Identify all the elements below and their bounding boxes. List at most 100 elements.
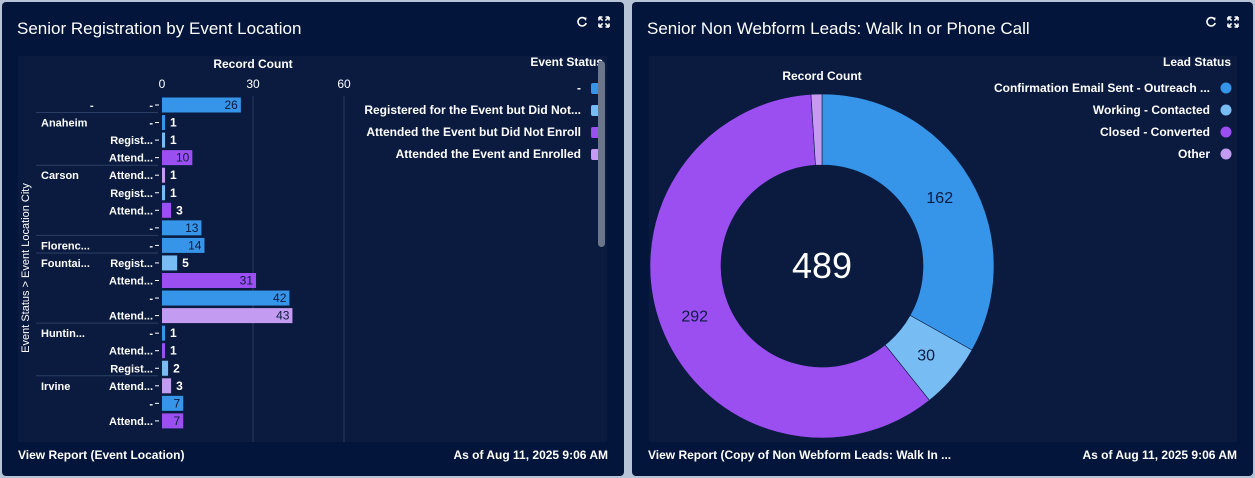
legend-item-label[interactable]: Other: [1178, 147, 1210, 161]
donut-slice[interactable]: [821, 93, 995, 351]
bar[interactable]: [162, 325, 166, 341]
slice-value-label: 30: [917, 347, 935, 364]
status-label: Attend...: [109, 276, 153, 288]
bar-value-label: 31: [240, 274, 254, 288]
status-label: Attend...: [109, 346, 153, 358]
bar[interactable]: [162, 202, 172, 218]
bar[interactable]: [162, 360, 169, 376]
bar[interactable]: [162, 290, 290, 306]
bar[interactable]: [162, 237, 205, 253]
dashboard-panel-registration: Senior Registration by Event Location Re…: [2, 2, 624, 476]
donut-slice[interactable]: [649, 94, 930, 439]
status-label: -: [149, 100, 153, 112]
legend-item-label[interactable]: Confirmation Email Sent - Outreach ...: [994, 81, 1210, 95]
city-label: Fountai...: [41, 258, 90, 270]
legend-item-label[interactable]: -: [577, 81, 581, 95]
city-label: Florenc...: [41, 240, 90, 252]
city-label: Carson: [41, 170, 79, 182]
legend-title: Lead Status: [1163, 56, 1231, 69]
status-label: Attend...: [109, 381, 153, 393]
bar-value-label: 1: [170, 133, 177, 147]
legend-swatch: [1220, 148, 1232, 160]
bar[interactable]: [162, 413, 184, 429]
legend-item-label[interactable]: Attended the Event and Enrolled: [396, 147, 581, 161]
status-label: -: [149, 398, 153, 410]
bar[interactable]: [162, 167, 166, 183]
bar-value-label: 13: [185, 221, 199, 235]
donut-chart: Record Count 162 30 292 489 Lead Status Confir…: [649, 56, 1232, 439]
legend-swatch: [1220, 126, 1232, 138]
bar[interactable]: [162, 395, 184, 411]
view-report-link[interactable]: View Report (Copy of Non Webform Leads: …: [648, 448, 952, 462]
bar-value-label: 26: [225, 98, 239, 112]
bar-value-label: 7: [174, 414, 181, 428]
bar-value-label: 3: [176, 379, 183, 393]
legend-item-label[interactable]: Working - Contacted: [1093, 103, 1210, 117]
status-label: -: [149, 293, 153, 305]
status-label: Regist...: [110, 188, 153, 200]
view-report-link[interactable]: View Report (Event Location): [18, 448, 185, 462]
bar[interactable]: [162, 132, 166, 148]
x-tick-label: 60: [337, 77, 351, 91]
legend-scrollbar[interactable]: [598, 61, 605, 247]
city-label: Anaheim: [41, 118, 88, 130]
bar[interactable]: [162, 185, 166, 201]
bar[interactable]: [162, 115, 166, 131]
expand-icon[interactable]: [1227, 16, 1239, 28]
bar[interactable]: [162, 97, 241, 113]
status-label: Attend...: [109, 416, 153, 428]
donut-slice[interactable]: [810, 93, 823, 166]
x-tick-label: 0: [159, 77, 166, 91]
bar-chart: Record Count 0 30 60 Event Status > Event Lo…: [20, 56, 603, 442]
bar[interactable]: [162, 308, 293, 324]
status-label: Attend...: [109, 205, 153, 217]
bar-value-label: 1: [170, 326, 177, 340]
bar[interactable]: [162, 220, 202, 236]
status-label: Attend...: [109, 311, 153, 323]
legend-item-label[interactable]: Attended the Event but Did Not Enroll: [366, 125, 581, 139]
bar[interactable]: [162, 273, 257, 288]
bar-value-label: 1: [170, 168, 177, 182]
y-axis-title: Event Status > Event Location City: [20, 183, 32, 353]
status-label: Attend...: [109, 153, 153, 165]
bar-value-label: 2: [173, 361, 180, 375]
bar[interactable]: [162, 343, 166, 359]
refresh-icon[interactable]: [576, 16, 588, 28]
status-label: Regist...: [110, 258, 153, 270]
expand-icon[interactable]: [598, 16, 610, 28]
status-label: Regist...: [110, 363, 153, 375]
legend-item-label[interactable]: Closed - Converted: [1100, 125, 1210, 139]
status-label: Regist...: [110, 135, 153, 147]
bar-value-label: 1: [170, 116, 177, 130]
legend-item-label[interactable]: Registered for the Event but Did Not...: [364, 103, 581, 117]
as-of-timestamp: As of Aug 11, 2025 9:06 AM: [1082, 448, 1238, 462]
donut-total: 489: [792, 245, 852, 286]
measure-label: Record Count: [782, 69, 861, 83]
slice-value-label: 162: [926, 190, 953, 207]
city-label: Huntin...: [41, 328, 85, 340]
status-label: Attend...: [109, 170, 153, 182]
bar[interactable]: [162, 378, 172, 394]
status-label: -: [149, 118, 153, 130]
legend-title: Event Status: [530, 56, 603, 69]
donut-chart-area: Record Count 162 30 292 489 Lead Status Confir…: [649, 56, 1237, 442]
bar[interactable]: [162, 150, 193, 166]
bar-value-label: 1: [170, 344, 177, 358]
bar[interactable]: [162, 255, 178, 271]
bar-chart-area: Record Count 0 30 60 Event Status > Event Lo…: [18, 56, 607, 442]
refresh-icon[interactable]: [1205, 16, 1217, 28]
slice-value-label: 292: [681, 308, 708, 325]
bar-value-label: 43: [276, 309, 290, 323]
legend-swatch: [1220, 82, 1232, 94]
bar-value-label: 42: [273, 291, 287, 305]
bar-value-label: 10: [176, 151, 190, 165]
x-tick-label: 30: [246, 77, 260, 91]
panel-title: Senior Registration by Event Location: [17, 19, 302, 38]
bar-value-label: 5: [182, 256, 189, 270]
bar-value-label: 1: [170, 186, 177, 200]
as-of-timestamp: As of Aug 11, 2025 9:06 AM: [453, 448, 609, 462]
dashboard-panel-leads: Senior Non Webform Leads: Walk In or Pho…: [632, 2, 1253, 476]
bar-value-label: 7: [174, 396, 181, 410]
city-label: -: [90, 100, 94, 112]
bar-value-label: 3: [176, 203, 183, 217]
